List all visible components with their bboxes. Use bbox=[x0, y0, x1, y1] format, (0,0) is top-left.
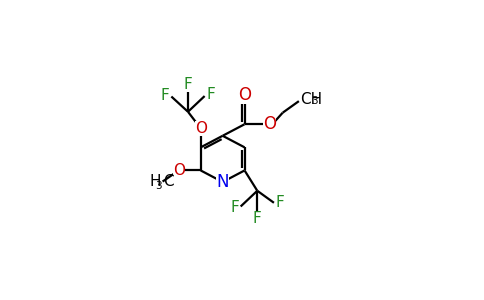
Text: H: H bbox=[150, 174, 162, 189]
Text: N: N bbox=[216, 173, 229, 191]
Text: F: F bbox=[275, 195, 284, 210]
Text: F: F bbox=[253, 212, 262, 226]
Text: O: O bbox=[173, 163, 185, 178]
Text: O: O bbox=[263, 115, 276, 133]
Text: O: O bbox=[238, 86, 251, 104]
Text: 3: 3 bbox=[312, 96, 318, 106]
Text: F: F bbox=[206, 87, 215, 102]
Text: F: F bbox=[160, 88, 169, 103]
Text: O: O bbox=[195, 121, 207, 136]
Text: F: F bbox=[230, 200, 239, 215]
Text: C: C bbox=[163, 174, 174, 189]
Text: 3: 3 bbox=[155, 181, 162, 191]
Text: F: F bbox=[183, 77, 192, 92]
Text: CH: CH bbox=[300, 92, 322, 107]
